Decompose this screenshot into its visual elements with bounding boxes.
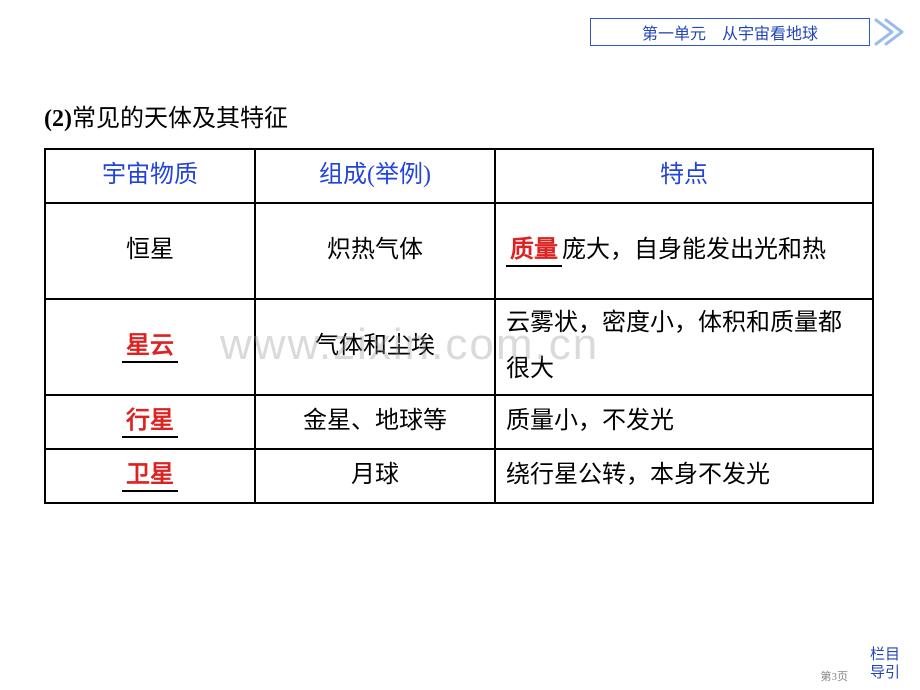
cell-matter: 行星: [45, 395, 255, 449]
table-header-row: 宇宙物质 组成(举例) 特点: [45, 149, 873, 203]
fill-blank: 行星: [122, 407, 178, 438]
cell-composition: 月球: [255, 449, 495, 503]
fill-blank: 质量: [506, 236, 562, 267]
footer-nav-line2: 导引: [870, 664, 900, 682]
fill-blank: 星云: [122, 332, 178, 363]
chevron-right-icon: [874, 16, 910, 48]
section-title-text: 常见的天体及其特征: [72, 106, 288, 132]
col-header-matter: 宇宙物质: [45, 149, 255, 203]
unit-header-text: 第一单元 从宇宙看地球: [642, 20, 818, 44]
footer-nav-button[interactable]: 栏目 导引: [870, 646, 900, 682]
cell-features: 质量小，不发光: [495, 395, 873, 449]
fill-blank: 卫星: [122, 461, 178, 492]
cell-matter: 恒星: [45, 203, 255, 299]
cell-features: 云雾状，密度小，体积和质量都很大: [495, 299, 873, 395]
cell-composition: 金星、地球等: [255, 395, 495, 449]
cell-text: 恒星: [126, 237, 174, 263]
table-row: 星云 气体和尘埃 云雾状，密度小，体积和质量都很大: [45, 299, 873, 395]
page-number: 第3页: [821, 668, 849, 684]
cell-features: 绕行星公转，本身不发光: [495, 449, 873, 503]
cell-matter: 星云: [45, 299, 255, 395]
section-title: (2)常见的天体及其特征: [44, 98, 288, 133]
cell-text-after: 庞大，自身能发出光和热: [562, 237, 826, 263]
table-row: 恒星 炽热气体 质量庞大，自身能发出光和热: [45, 203, 873, 299]
cell-composition: 炽热气体: [255, 203, 495, 299]
cell-features: 质量庞大，自身能发出光和热: [495, 203, 873, 299]
unit-header-box: 第一单元 从宇宙看地球: [590, 18, 870, 46]
celestial-bodies-table: 宇宙物质 组成(举例) 特点 恒星 炽热气体 质量庞大，自身能发出光和热 星云 …: [44, 148, 874, 504]
col-header-composition: 组成(举例): [255, 149, 495, 203]
table-row: 卫星 月球 绕行星公转，本身不发光: [45, 449, 873, 503]
section-prefix: (2): [44, 106, 72, 132]
footer-nav-line1: 栏目: [870, 646, 900, 664]
cell-matter: 卫星: [45, 449, 255, 503]
cell-composition: 气体和尘埃: [255, 299, 495, 395]
table-row: 行星 金星、地球等 质量小，不发光: [45, 395, 873, 449]
col-header-features: 特点: [495, 149, 873, 203]
